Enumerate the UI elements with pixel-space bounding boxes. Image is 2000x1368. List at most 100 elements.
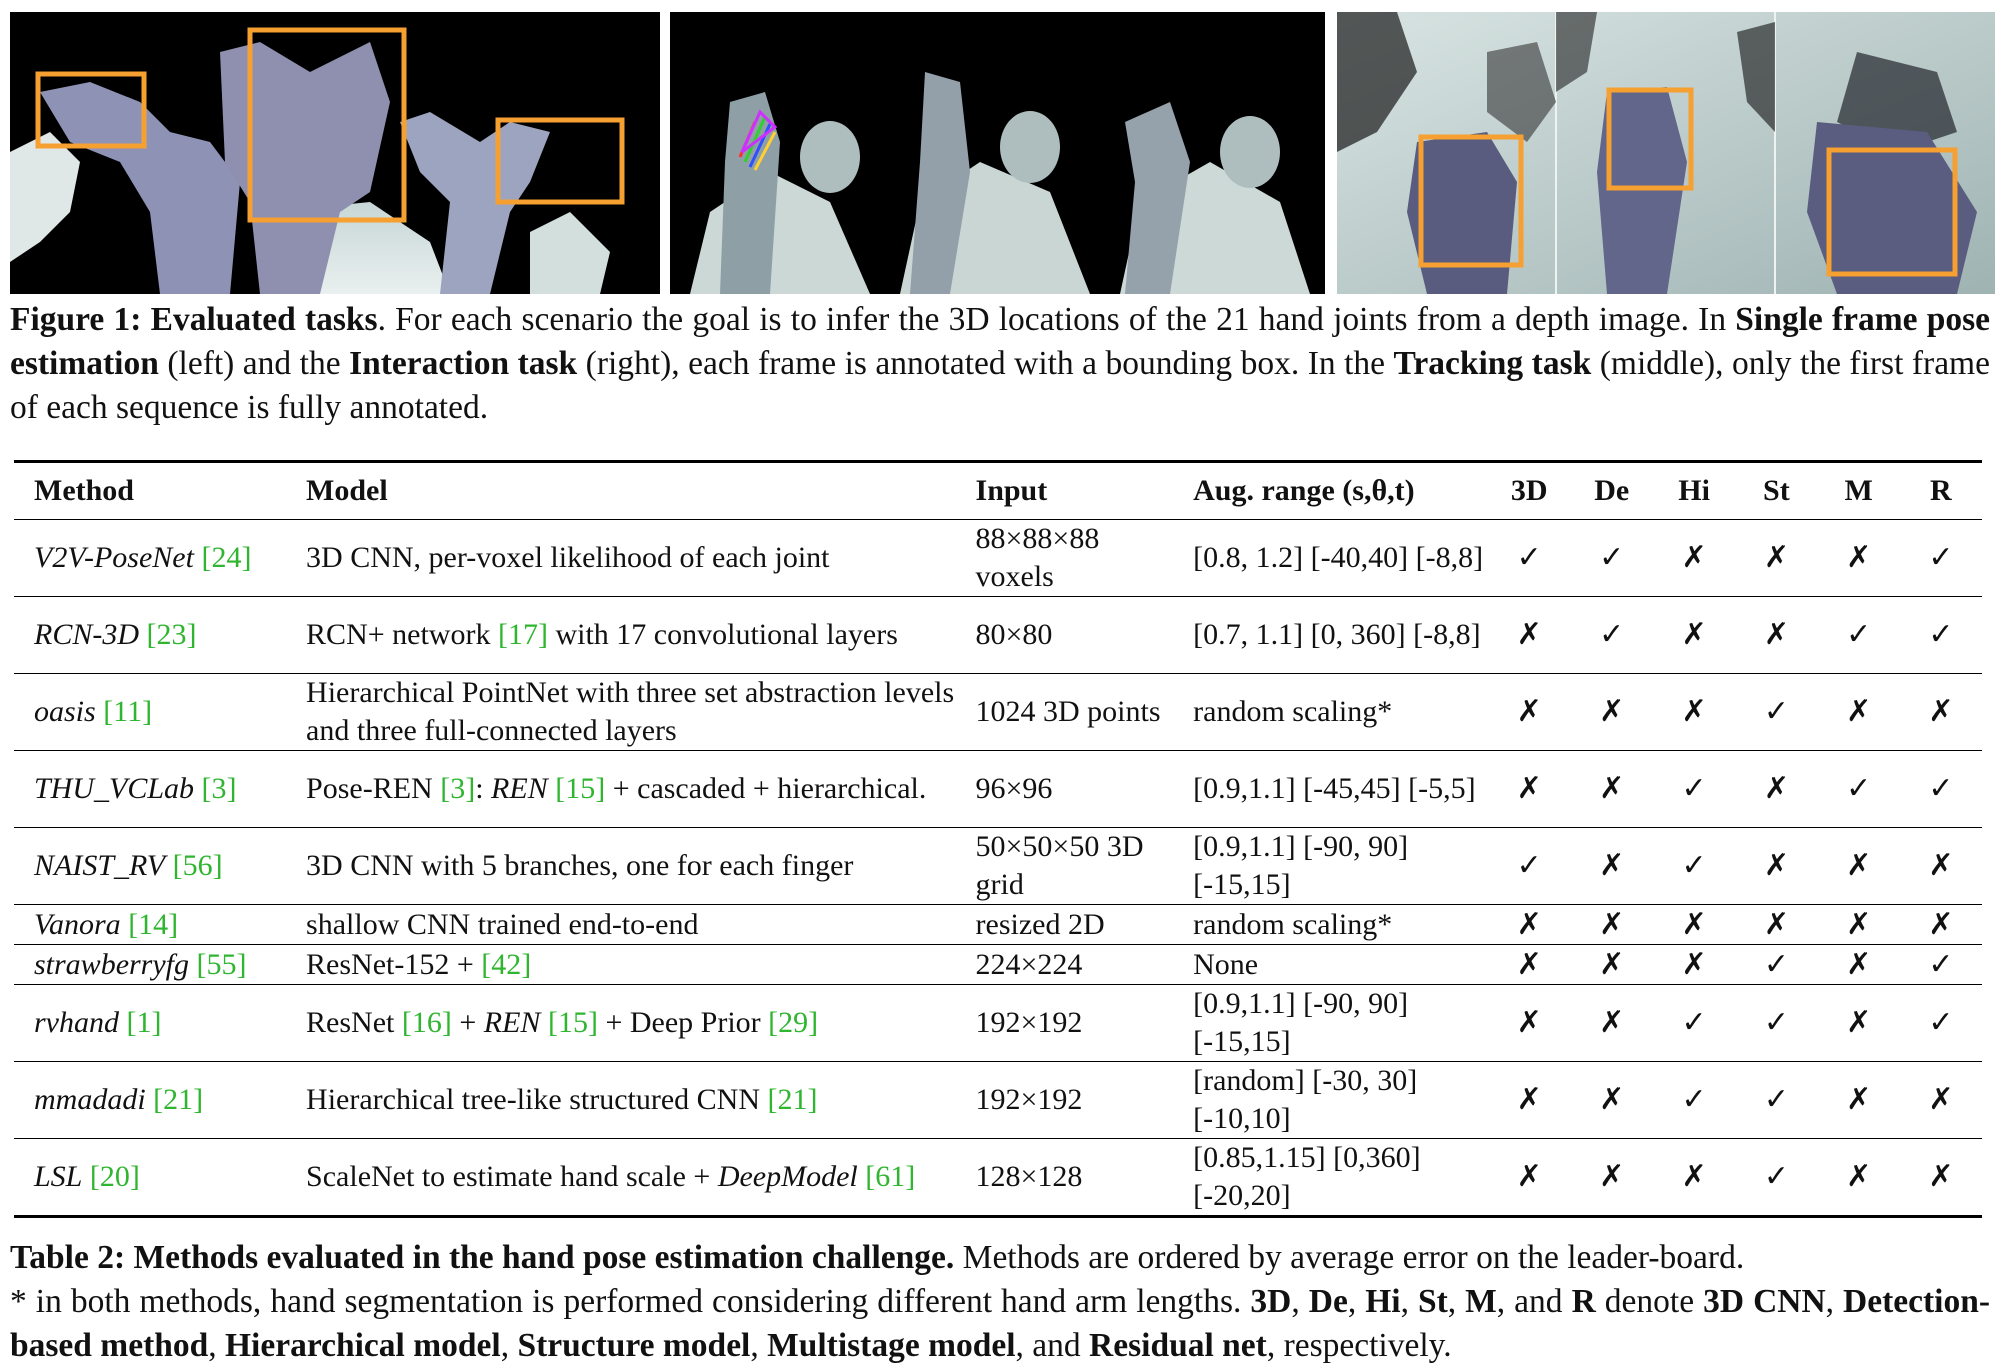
- method-name: mmadadi: [34, 1083, 146, 1116]
- citation-link[interactable]: [3]: [201, 772, 237, 805]
- caption-bold: Detection-based method: [10, 1283, 1991, 1364]
- methods-table: Method Model Input Aug. range (s,θ,t) 3D…: [14, 460, 1982, 1218]
- citation-link[interactable]: [23]: [146, 618, 197, 651]
- model-text-italic: DeepModel: [717, 1160, 858, 1193]
- caption-bold: M: [1465, 1283, 1497, 1320]
- caption-text: , respectively.: [1266, 1327, 1452, 1364]
- citation-link[interactable]: [15]: [555, 772, 606, 805]
- citation-link[interactable]: [3]: [440, 772, 476, 805]
- flag-de: ✗: [1599, 907, 1625, 941]
- flag-r: ✗: [1928, 1160, 1954, 1193]
- aug-cell: random scaling*: [1193, 907, 1393, 941]
- flag-m: ✗: [1846, 695, 1872, 728]
- flag-hi: ✗: [1681, 541, 1707, 574]
- caption-text: (middle), only the first frame of each s…: [10, 345, 1990, 426]
- caption-text: . For each scenario the goal is to infer…: [377, 301, 1736, 338]
- caption-text: (right), each frame is annotated with a …: [577, 345, 1394, 382]
- method-cell: Vanora [14]: [14, 905, 286, 945]
- header-de: De: [1594, 474, 1630, 507]
- citation-link[interactable]: [15]: [547, 1006, 598, 1039]
- flag-hi: ✓: [1681, 849, 1707, 882]
- flag-r: ✓: [1928, 618, 1954, 651]
- caption-text: ,: [1291, 1283, 1309, 1320]
- citation-link[interactable]: [21]: [153, 1083, 204, 1116]
- table-row: Vanora [14] shallow CNN trained end-to-e…: [14, 905, 1982, 945]
- input-cell: 88×88×88 voxels: [975, 522, 1100, 593]
- flag-r: ✓: [1928, 947, 1954, 981]
- caption-text: ,: [500, 1327, 518, 1364]
- flag-m: ✗: [1846, 947, 1872, 981]
- citation-link[interactable]: [61]: [865, 1160, 916, 1193]
- flag-de: ✗: [1599, 1160, 1625, 1193]
- citation-link[interactable]: [16]: [401, 1006, 452, 1039]
- caption-bold: Residual net: [1089, 1327, 1267, 1364]
- flag-m: ✗: [1846, 1006, 1872, 1039]
- model-text-italic: REN: [483, 1006, 541, 1039]
- caption-text: * in both methods, hand segmentation is …: [10, 1283, 1251, 1320]
- flag-de: ✗: [1599, 947, 1625, 981]
- flag-m: ✗: [1846, 1083, 1872, 1116]
- citation-link[interactable]: [24]: [201, 541, 252, 574]
- model-cell: ResNet [16] + REN [15] + Deep Prior [29]: [286, 985, 955, 1062]
- input-cell: 96×96: [975, 772, 1053, 805]
- citation-link[interactable]: [56]: [172, 849, 223, 882]
- citation-link[interactable]: [29]: [768, 1006, 819, 1039]
- flag-3d: ✗: [1516, 1006, 1542, 1039]
- citation-link[interactable]: [55]: [196, 947, 247, 981]
- citation-link[interactable]: [14]: [128, 907, 179, 941]
- flag-st: ✓: [1763, 1083, 1789, 1116]
- flag-r: ✓: [1928, 1006, 1954, 1039]
- flag-st: ✓: [1763, 1160, 1789, 1193]
- model-text: ScaleNet to estimate hand scale +: [306, 1160, 718, 1193]
- figure-label: Figure 1:: [10, 301, 142, 338]
- input-cell: 80×80: [975, 618, 1053, 651]
- flag-m: ✓: [1846, 618, 1872, 651]
- citation-link[interactable]: [20]: [89, 1160, 140, 1193]
- flag-r: ✓: [1928, 541, 1954, 574]
- caption-bold: 3D CNN: [1703, 1283, 1826, 1320]
- citation-link[interactable]: [11]: [103, 695, 153, 728]
- citation-link[interactable]: [17]: [497, 618, 548, 651]
- model-text: with 17 convolutional layers: [547, 618, 898, 651]
- caption-text: , and: [1496, 1283, 1572, 1320]
- caption-bold: St: [1417, 1283, 1448, 1320]
- input-cell: 224×224: [975, 947, 1083, 981]
- method-cell: THU_VCLab [3]: [14, 751, 286, 828]
- method-cell: oasis [11]: [14, 674, 286, 751]
- flag-m: ✗: [1846, 541, 1872, 574]
- citation-link[interactable]: [1]: [126, 1006, 162, 1039]
- flag-hi: ✓: [1681, 1083, 1707, 1116]
- flag-st: ✗: [1763, 772, 1789, 805]
- flag-de: ✓: [1599, 541, 1625, 574]
- table-caption: Table 2: Methods evaluated in the hand p…: [10, 1236, 1990, 1368]
- citation-link[interactable]: [42]: [481, 947, 532, 981]
- flag-m: ✗: [1846, 1160, 1872, 1193]
- flag-hi: ✗: [1681, 1160, 1707, 1193]
- model-cell: ScaleNet to estimate hand scale + DeepMo…: [286, 1139, 955, 1217]
- aug-cell: [random] [-30, 30] [-10,10]: [1193, 1064, 1418, 1135]
- model-text: :: [475, 772, 492, 805]
- model-cell: ResNet-152 + [42]: [286, 945, 955, 985]
- model-cell: Hierarchical PointNet with three set abs…: [306, 676, 955, 747]
- flag-r: ✗: [1928, 1083, 1954, 1116]
- table-label: Table 2:: [10, 1239, 126, 1276]
- flag-de: ✗: [1599, 849, 1625, 882]
- method-cell: RCN-3D [23]: [14, 597, 286, 674]
- figure-title: Evaluated tasks: [150, 301, 378, 338]
- method-name: strawberryfg: [34, 947, 190, 981]
- caption-text: ,: [750, 1327, 768, 1364]
- header-input: Input: [975, 474, 1048, 507]
- bounding-box-2: [1606, 87, 1694, 191]
- citation-link[interactable]: [21]: [767, 1083, 818, 1116]
- caption-bold: 3D: [1250, 1283, 1292, 1320]
- flag-r: ✗: [1928, 695, 1954, 728]
- table-row: LSL [20] ScaleNet to estimate hand scale…: [14, 1139, 1982, 1217]
- flag-m: ✗: [1846, 907, 1872, 941]
- flag-st: ✗: [1763, 541, 1789, 574]
- flag-hi: ✓: [1681, 1006, 1707, 1039]
- aug-cell: [0.9,1.1] [-45,45] [-5,5]: [1193, 772, 1476, 805]
- header-m: M: [1844, 474, 1873, 507]
- flag-de: ✗: [1599, 695, 1625, 728]
- table-row: mmadadi [21] Hierarchical tree-like stru…: [14, 1062, 1982, 1139]
- flag-hi: ✗: [1681, 618, 1707, 651]
